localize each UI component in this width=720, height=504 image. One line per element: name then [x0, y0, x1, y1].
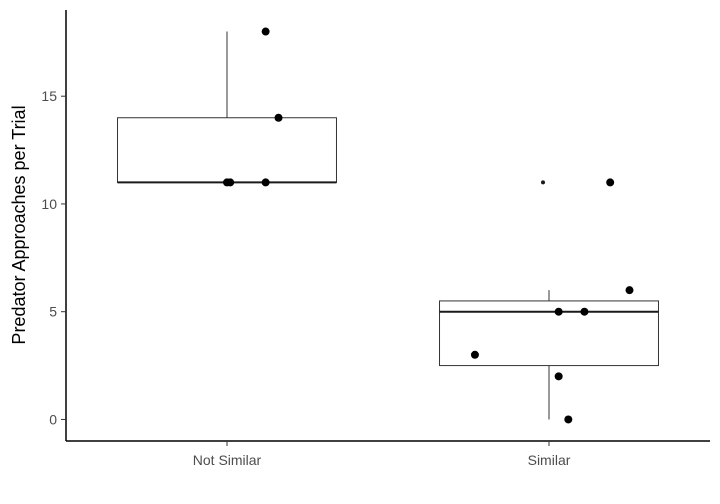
data-point	[261, 27, 270, 36]
boxes-layer	[117, 31, 659, 420]
data-point	[554, 307, 563, 316]
data-point	[606, 178, 615, 187]
y-tick-label: 0	[49, 411, 57, 427]
data-point	[554, 372, 563, 381]
points-layer	[223, 27, 634, 424]
data-point	[226, 178, 235, 187]
data-point	[625, 286, 634, 295]
data-point	[274, 113, 283, 122]
data-point	[564, 415, 573, 424]
y-tick-label: 15	[41, 88, 57, 104]
data-point	[580, 307, 589, 316]
y-tick-label: 10	[41, 196, 57, 212]
y-axis-label: Predator Approaches per Trial	[9, 105, 29, 344]
x-tick-label: Similar	[528, 452, 571, 468]
data-point	[470, 350, 479, 359]
x-tick-label: Not Similar	[193, 452, 262, 468]
y-tick-label: 5	[49, 304, 57, 320]
data-point	[261, 178, 270, 187]
y-ticks: 0 5 10 15	[41, 88, 66, 427]
box	[117, 117, 337, 183]
x-ticks: Not Similar Similar	[193, 441, 571, 468]
outlier-point	[541, 180, 545, 185]
